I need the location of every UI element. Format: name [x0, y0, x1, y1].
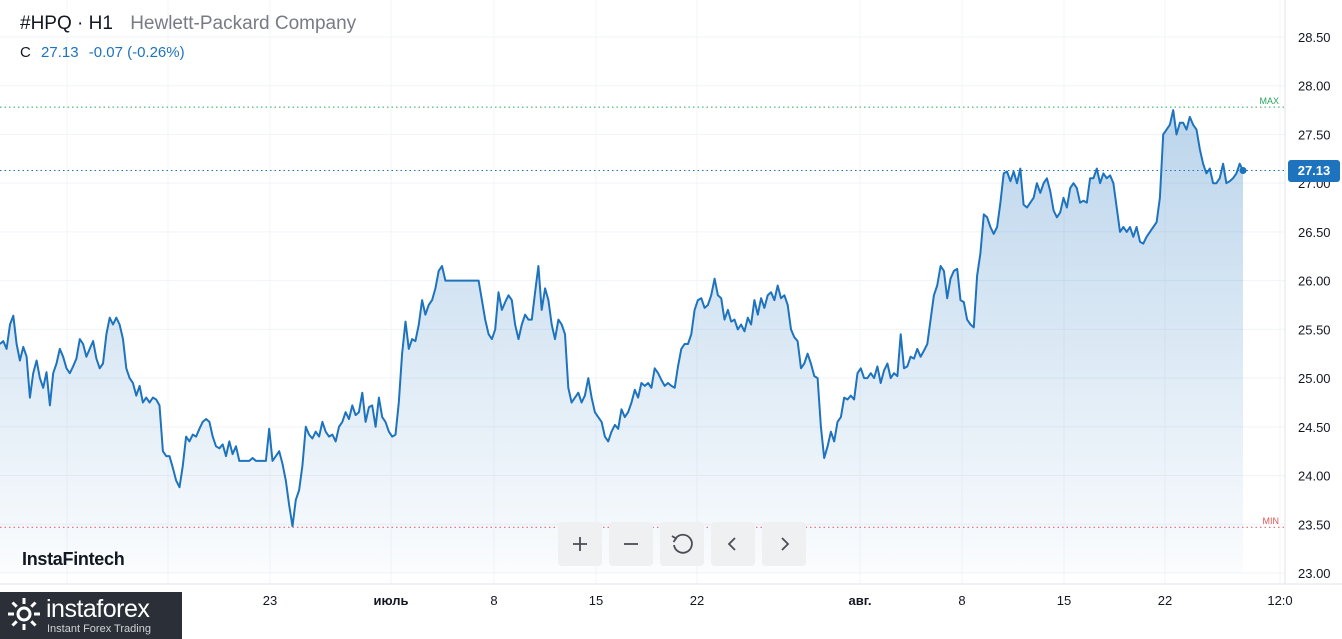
chevron-right-icon — [781, 537, 790, 551]
y-tick-label: 28.00 — [1298, 79, 1331, 94]
x-tick-label: 15 — [589, 593, 603, 608]
chevron-left-icon — [727, 537, 736, 551]
y-tick-label: 26.50 — [1298, 225, 1331, 240]
y-tick-label: 23.50 — [1298, 517, 1331, 532]
instaforex-watermark: instaforex Instant Forex Trading — [0, 592, 182, 639]
last-price-marker — [1239, 167, 1247, 175]
min-label: MIN — [1263, 516, 1280, 526]
y-tick-label: 24.50 — [1298, 420, 1331, 435]
reset-button[interactable] — [660, 522, 704, 566]
x-tick-label: 8 — [958, 593, 965, 608]
close-value: 27.13 — [41, 44, 79, 61]
x-tick-label: июль — [373, 593, 408, 608]
y-tick-label: 23.00 — [1298, 566, 1331, 581]
y-tick-label: 25.50 — [1298, 322, 1331, 337]
company-name: Hewlett-Packard Company — [130, 13, 357, 34]
x-tick-label: 12:0 — [1267, 593, 1292, 608]
close-label: C — [20, 44, 31, 61]
x-tick-label: 22 — [1158, 593, 1172, 608]
zoom-out-button[interactable] — [609, 522, 653, 566]
instaforex-logo-icon — [8, 598, 40, 630]
x-tick-label: 23 — [263, 593, 277, 608]
symbol-label: #HPQ · H1 — [20, 13, 113, 34]
max-label: MAX — [1259, 96, 1279, 106]
y-tick-label: 27.50 — [1298, 127, 1331, 142]
x-tick-label: 15 — [1057, 593, 1071, 608]
scroll-left-button[interactable] — [711, 522, 755, 566]
reference-lines: MAX MIN — [0, 96, 1285, 528]
y-tick-label: 28.50 — [1298, 30, 1331, 45]
scroll-right-button[interactable] — [762, 522, 806, 566]
watermark-name: instaforex — [46, 595, 150, 623]
y-tick-label: 26.00 — [1298, 274, 1331, 289]
last-price-tag: 27.13 — [1288, 159, 1340, 182]
x-tick-label: авг. — [849, 593, 872, 608]
series-line — [0, 109, 1244, 528]
series-area — [0, 110, 1243, 573]
change-value: -0.07 (-0.26%) — [88, 44, 185, 61]
x-tick-label: 8 — [490, 593, 497, 608]
zoom-in-button[interactable] — [558, 522, 602, 566]
x-tick-label: 22 — [690, 593, 704, 608]
brand-label: InstaFintech — [22, 549, 125, 569]
chart-controls — [558, 522, 806, 566]
price-axis: 28.5028.0027.5027.0026.5026.0025.5025.00… — [1298, 30, 1331, 581]
plus-icon — [573, 537, 587, 551]
y-tick-label: 24.00 — [1298, 469, 1331, 484]
legend-values: C 27.13 -0.07 (-0.26%) — [20, 44, 191, 61]
legend-title: #HPQ · H1 Hewlett-Packard Company — [20, 13, 356, 35]
minus-icon — [624, 543, 638, 545]
reset-icon — [671, 533, 693, 554]
watermark-tagline: Instant Forex Trading — [47, 623, 151, 635]
y-tick-label: 25.00 — [1298, 371, 1331, 386]
